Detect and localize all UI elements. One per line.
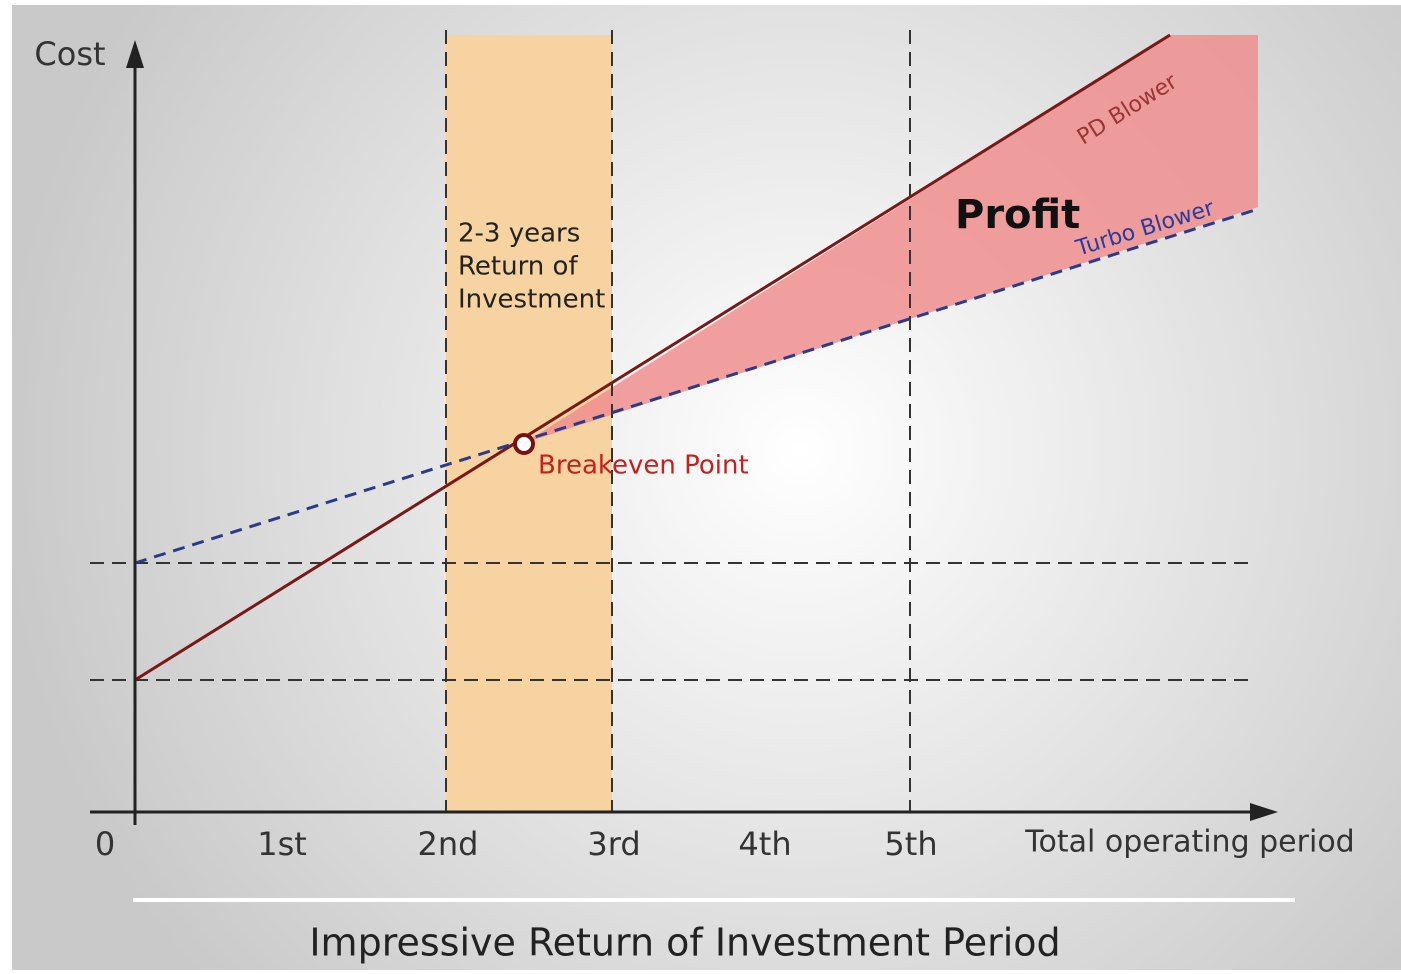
roi-note: Investment bbox=[458, 285, 605, 315]
y-arrow bbox=[126, 40, 144, 68]
title: Impressive Return of Investment Period bbox=[309, 921, 1060, 965]
profit-area bbox=[524, 35, 1258, 443]
roi-note: Return of bbox=[458, 252, 578, 282]
x-tick-label: 5th bbox=[884, 825, 937, 863]
y-axis-label: Cost bbox=[34, 35, 105, 73]
x-tick-label: 0 bbox=[95, 825, 115, 863]
profit-label: Profit bbox=[955, 192, 1080, 238]
x-tick-label: 3rd bbox=[587, 825, 640, 863]
x-arrow bbox=[1250, 803, 1278, 821]
roi-note: 2-3 years bbox=[458, 219, 580, 249]
breakeven-label: Breakeven Point bbox=[538, 451, 749, 481]
x-tick-label: 4th bbox=[738, 825, 791, 863]
x-tick-label: 2nd bbox=[418, 825, 479, 863]
breakeven-marker bbox=[513, 433, 535, 455]
pd-line bbox=[134, 33, 1171, 682]
roi-band bbox=[446, 35, 612, 812]
x-tick-label: 1st bbox=[257, 825, 307, 863]
turbo-line bbox=[134, 208, 1256, 565]
x-axis-label: Total operating period bbox=[1024, 825, 1354, 860]
